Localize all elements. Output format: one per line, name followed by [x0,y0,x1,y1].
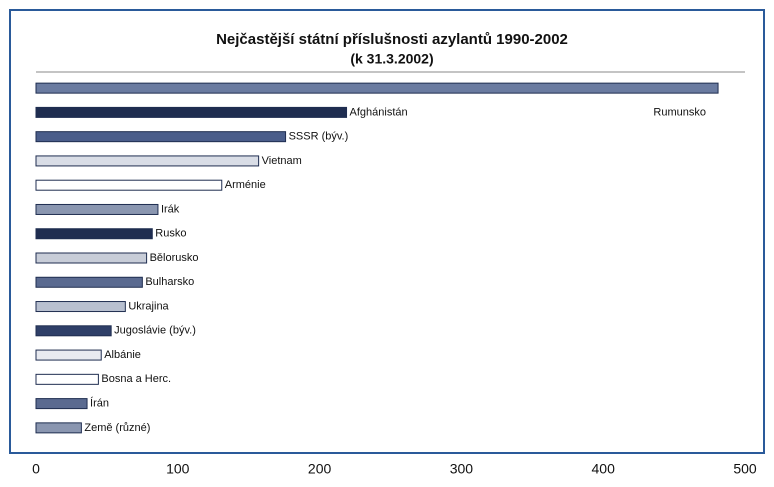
chart-subtitle: (k 31.3.2002) [350,51,433,67]
bar [35,179,223,191]
bar [35,325,112,337]
bar [35,203,159,215]
bar [35,301,126,313]
bar-label: Albánie [104,349,141,361]
x-tick-label: 300 [450,461,474,477]
bar-label: Ukrajina [128,300,169,312]
bar [35,398,88,410]
x-tick-label: 400 [592,461,616,477]
bar [35,131,287,143]
x-tick-label: 200 [308,461,332,477]
bar [35,228,153,240]
x-tick-label: 500 [733,461,757,477]
bar-label: Země (různé) [84,422,150,434]
bar [35,252,148,264]
bar-label: Bělorusko [150,252,199,264]
x-tick-label: 100 [166,461,190,477]
chart-title: Nejčastější státní příslušnosti azylantů… [216,31,568,48]
bar-label: Arménie [225,179,266,191]
bar-label: SSSR (býv.) [289,131,349,143]
bar-label: Írán [90,397,109,410]
x-tick-label: 0 [32,461,40,477]
bar-label: Bulharsko [145,276,194,288]
bar [35,373,99,385]
bar [35,422,82,434]
bar-label: Irák [161,203,180,215]
bar-label: Bosna a Herc. [101,373,171,385]
bar [35,82,719,94]
bar-label: Rumunsko [653,106,706,118]
bar-label: Vietnam [262,155,302,167]
bar [35,155,260,167]
bar [35,276,143,288]
bar-label: Afghánistán [350,106,408,118]
bar [35,349,102,361]
bar [35,106,348,118]
bar-label: Jugoslávie (býv.) [114,325,196,337]
bar-label: Rusko [155,228,186,240]
